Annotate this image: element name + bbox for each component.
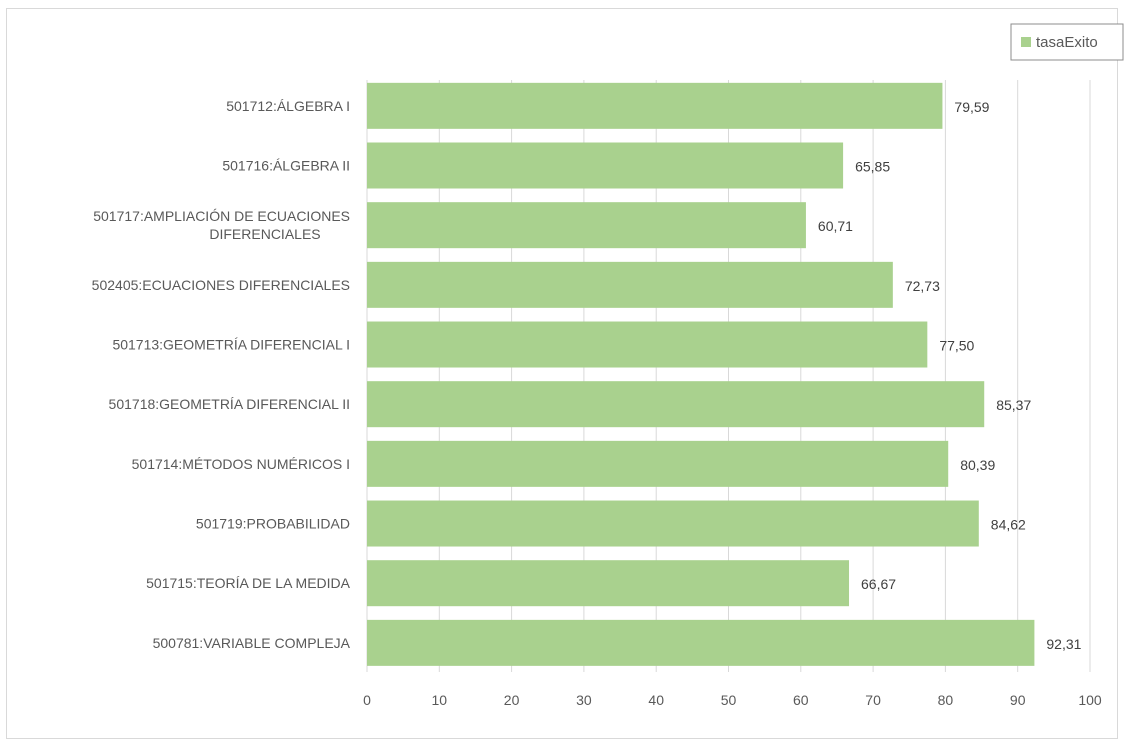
x-tick-label: 80 [938, 692, 954, 708]
bar [367, 202, 806, 249]
category-label: 502405:ECUACIONES DIFERENCIALES [92, 277, 350, 293]
data-label: 80,39 [960, 457, 995, 473]
legend-label: tasaExito [1036, 34, 1098, 51]
category-label: 500781:VARIABLE COMPLEJA [153, 635, 351, 651]
legend: tasaExito [1010, 23, 1124, 61]
bar [367, 321, 928, 368]
data-label: 84,62 [991, 517, 1026, 533]
data-label: 60,71 [818, 218, 853, 234]
x-tick-label: 50 [721, 692, 737, 708]
bar [367, 500, 979, 547]
x-tick-label: 60 [793, 692, 809, 708]
x-tick-label: 10 [432, 692, 448, 708]
axis-tick-labels: 0 10 20 30 40 50 60 70 80 90 100 [363, 692, 1102, 708]
chart-frame [6, 8, 1118, 739]
data-label: 66,67 [861, 576, 896, 592]
data-label: 72,73 [905, 278, 940, 294]
bar [367, 560, 850, 607]
category-label: 501715:TEORÍA DE LA MEDIDA [146, 575, 351, 591]
data-label: 77,50 [939, 338, 974, 354]
category-label: 501719:PROBABILIDAD [196, 516, 350, 532]
data-label: 85,37 [996, 397, 1031, 413]
bar [367, 440, 949, 487]
category-labels: 501712:ÁLGEBRA I 501716:ÁLGEBRA II 501717:… [92, 98, 351, 651]
data-label: 79,59 [954, 99, 989, 115]
category-label: DIFERENCIALES [209, 226, 320, 242]
data-labels: 79,59 65,85 60,71 72,73 77,50 85,37 80,39 84,62… [818, 99, 1082, 652]
x-tick-label: 40 [648, 692, 664, 708]
bars [367, 82, 1035, 666]
bar [367, 142, 844, 189]
x-tick-label: 20 [504, 692, 520, 708]
category-label: 501717:AMPLIACIÓN DE ECUACIONES [93, 208, 350, 224]
data-label: 92,31 [1046, 636, 1081, 652]
bar [367, 82, 943, 129]
x-tick-label: 30 [576, 692, 592, 708]
category-label: 501713:GEOMETRÍA DIFERENCIAL I [112, 337, 350, 353]
category-label: 501714:MÉTODOS NUMÉRICOS I [132, 456, 350, 472]
bar [367, 261, 893, 308]
legend-swatch [1021, 37, 1031, 47]
x-tick-label: 100 [1078, 692, 1102, 708]
x-tick-label: 0 [363, 692, 371, 708]
x-tick-label: 70 [865, 692, 881, 708]
data-label: 65,85 [855, 159, 890, 175]
x-tick-label: 90 [1010, 692, 1026, 708]
category-label: 501712:ÁLGEBRA I [226, 98, 350, 114]
category-label: 501718:GEOMETRÍA DIFERENCIAL II [109, 396, 350, 412]
bar [367, 381, 985, 428]
bar [367, 619, 1035, 666]
category-label: 501716:ÁLGEBRA II [222, 158, 350, 174]
